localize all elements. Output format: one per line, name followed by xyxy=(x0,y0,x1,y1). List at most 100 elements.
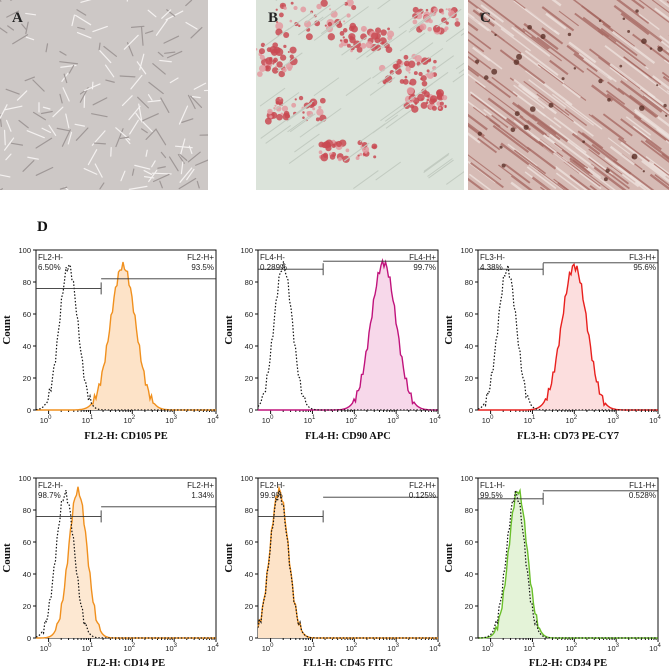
positive-gate-percent: 1.34% xyxy=(191,491,214,500)
x-tick-label: 101 xyxy=(304,415,316,425)
isotype-control-line xyxy=(257,261,438,411)
x-axis-title: FL2-H: CD105 PE xyxy=(84,431,167,442)
microscopy-photo-c: C xyxy=(468,0,669,190)
positive-gate-percent: 95.6% xyxy=(633,263,656,272)
negative-gate-percent: 98.7% xyxy=(38,491,61,500)
x-tick-label: 100 xyxy=(40,643,52,653)
x-axis-title: FL2-H: CD14 PE xyxy=(87,658,165,669)
x-tick-label: 100 xyxy=(482,643,494,653)
y-axis-title: Count xyxy=(443,543,455,573)
x-tick-label: 101 xyxy=(524,415,536,425)
y-tick-label: 60 xyxy=(23,538,31,547)
histogram-cd90: 0 20 40 60 80 100 100 101 102 103 104 Count FL4-H: C… xyxy=(222,236,447,461)
photo-a-texture xyxy=(0,0,208,190)
y-tick-label: 100 xyxy=(240,474,253,483)
negative-gate-percent: 99.9% xyxy=(260,491,283,500)
y-tick-label: 40 xyxy=(465,570,473,579)
microscopy-photo-b: B xyxy=(256,0,464,190)
sample-histogram-fill xyxy=(478,264,658,410)
y-tick-label: 80 xyxy=(245,506,253,515)
x-tick-label: 102 xyxy=(565,415,577,425)
y-axis-title: Count xyxy=(223,543,235,573)
y-tick-label: 80 xyxy=(465,506,473,515)
x-tick-label: 102 xyxy=(345,643,357,653)
x-axis-title: FL2-H: CD34 PE xyxy=(529,658,607,669)
panel-letter-a: A xyxy=(12,10,23,26)
x-tick-label: 103 xyxy=(607,643,619,653)
y-tick-label: 40 xyxy=(465,342,473,351)
negative-gate-name: FL4-H- xyxy=(260,253,285,262)
y-tick-label: 40 xyxy=(23,570,31,579)
y-axis-title: Count xyxy=(443,315,455,345)
x-tick-label: 101 xyxy=(82,415,94,425)
isotype-control-line xyxy=(477,265,658,411)
x-tick-label: 100 xyxy=(40,415,52,425)
histogram-cd73: 0 20 40 60 80 100 100 101 102 103 104 Count FL3-H: C… xyxy=(442,236,667,461)
isotype-control-line xyxy=(477,490,658,639)
x-tick-label: 103 xyxy=(387,415,399,425)
positive-gate-name: FL1-H+ xyxy=(629,481,656,490)
positive-gate-name: FL3-H+ xyxy=(629,253,656,262)
x-tick-label: 104 xyxy=(429,415,441,425)
y-tick-label: 100 xyxy=(240,246,253,255)
y-tick-label: 80 xyxy=(245,278,253,287)
histogram-cd45: 0 20 40 60 80 100 100 101 102 103 104 Count FL1-H: C… xyxy=(222,464,447,672)
y-tick-label: 100 xyxy=(18,246,31,255)
histogram-cd14: 0 20 40 60 80 100 100 101 102 103 104 Count FL2-H: C… xyxy=(0,464,225,672)
microscopy-photo-a: A xyxy=(0,0,208,190)
y-tick-label: 20 xyxy=(245,602,253,611)
negative-gate-name: FL2-H- xyxy=(260,481,285,490)
sample-histogram-fill xyxy=(478,490,658,638)
y-tick-label: 100 xyxy=(460,246,473,255)
negative-gate-percent: 6.50% xyxy=(38,263,61,272)
sample-histogram-fill xyxy=(258,260,438,410)
panel-letter-c: C xyxy=(480,10,491,26)
x-tick-label: 102 xyxy=(123,415,135,425)
y-axis-title: Count xyxy=(223,315,235,345)
photo-c-texture xyxy=(468,0,669,190)
y-tick-label: 0 xyxy=(469,634,473,643)
x-tick-label: 103 xyxy=(607,415,619,425)
x-tick-label: 104 xyxy=(649,643,661,653)
negative-gate-percent: 99.5% xyxy=(480,491,503,500)
x-tick-label: 101 xyxy=(524,643,536,653)
x-tick-label: 101 xyxy=(82,643,94,653)
x-tick-label: 103 xyxy=(165,643,177,653)
negative-gate-percent: 4.38% xyxy=(480,263,503,272)
y-tick-label: 60 xyxy=(245,538,253,547)
y-tick-label: 40 xyxy=(23,342,31,351)
panel-letter-d: D xyxy=(37,219,48,235)
histogram-cd105: 0 20 40 60 80 100 100 101 102 103 104 Count FL2-H: C… xyxy=(0,236,225,461)
negative-gate-name: FL2-H- xyxy=(38,253,63,262)
histogram-cd34: 0 20 40 60 80 100 100 101 102 103 104 Count FL2-H: C… xyxy=(442,464,667,672)
x-tick-label: 100 xyxy=(262,643,274,653)
positive-gate-name: FL2-H+ xyxy=(187,481,214,490)
x-tick-label: 104 xyxy=(649,415,661,425)
x-tick-label: 104 xyxy=(429,643,441,653)
sample-histogram-line xyxy=(36,261,216,411)
positive-gate-percent: 99.7% xyxy=(413,263,436,272)
sample-histogram-fill xyxy=(258,488,438,638)
x-tick-label: 104 xyxy=(207,415,219,425)
x-tick-label: 101 xyxy=(304,643,316,653)
y-tick-label: 100 xyxy=(18,474,31,483)
y-tick-label: 60 xyxy=(245,310,253,319)
y-tick-label: 40 xyxy=(245,342,253,351)
y-tick-label: 60 xyxy=(465,538,473,547)
y-tick-label: 80 xyxy=(23,278,31,287)
positive-gate-percent: 0.125% xyxy=(409,491,436,500)
y-tick-label: 80 xyxy=(465,278,473,287)
x-tick-label: 102 xyxy=(345,415,357,425)
y-tick-label: 20 xyxy=(465,602,473,611)
y-tick-label: 0 xyxy=(249,634,253,643)
x-tick-label: 100 xyxy=(262,415,274,425)
y-tick-label: 60 xyxy=(23,310,31,319)
photo-b-texture xyxy=(256,0,464,190)
y-tick-label: 20 xyxy=(23,602,31,611)
isotype-control-line xyxy=(35,263,216,411)
x-tick-label: 103 xyxy=(387,643,399,653)
negative-gate-name: FL1-H- xyxy=(480,481,505,490)
sample-histogram-line xyxy=(258,257,438,411)
x-tick-label: 100 xyxy=(482,415,494,425)
y-tick-label: 0 xyxy=(27,634,31,643)
